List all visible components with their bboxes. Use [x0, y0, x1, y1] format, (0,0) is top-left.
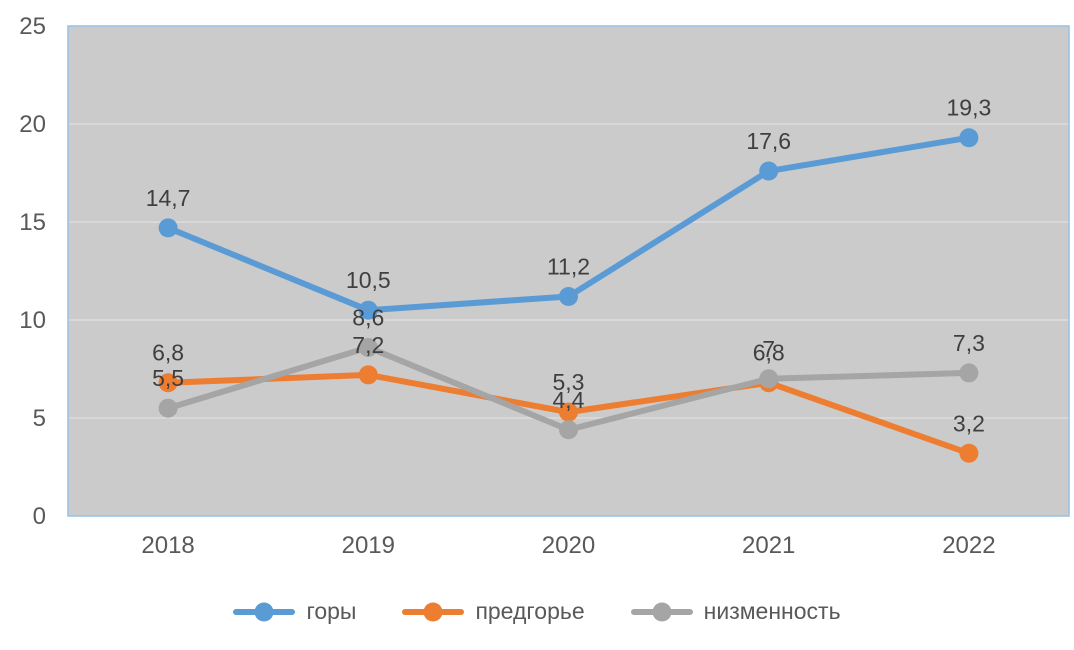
y-tick-label: 0 — [33, 503, 46, 530]
legend-label-1: предгорье — [475, 598, 585, 624]
legend-item-2: низменность — [630, 598, 841, 625]
data-point-2-1 — [358, 337, 378, 357]
data-point-1-0 — [158, 373, 178, 393]
y-tick-label: 20 — [19, 111, 46, 138]
data-label-1-0: 6,8 — [152, 340, 184, 366]
data-label-0-3: 17,6 — [746, 128, 791, 154]
data-point-1-4 — [959, 443, 979, 463]
x-tick-label: 2022 — [942, 532, 995, 559]
data-label-2-1: 8,6 — [352, 304, 384, 330]
x-tick-label: 2020 — [542, 532, 595, 559]
y-tick-label: 25 — [19, 13, 46, 40]
legend-label-0: горы — [306, 598, 357, 624]
legend-label-2: низменность — [703, 598, 841, 624]
legend-line-marker-icon — [630, 602, 693, 621]
plot-border — [67, 25, 1070, 517]
legend-dot-icon — [652, 602, 672, 621]
legend-line-marker-icon — [402, 602, 465, 621]
legend-dot-icon — [423, 602, 443, 621]
data-point-1-2 — [559, 402, 578, 422]
data-label-0-0: 14,7 — [146, 185, 191, 211]
data-point-0-1 — [358, 300, 378, 320]
data-label-2-2: 4,4 — [553, 387, 585, 413]
data-label-1-3: 6,8 — [753, 340, 785, 366]
x-tick-label: 2021 — [742, 532, 795, 559]
legend-dot-icon — [254, 602, 274, 621]
data-point-0-4 — [959, 128, 979, 148]
x-tick-label: 2018 — [141, 532, 194, 559]
data-label-0-1: 10,5 — [346, 267, 391, 293]
legend-item-1: предгорье — [402, 598, 585, 625]
data-point-0-0 — [158, 218, 178, 238]
data-label-2-0: 5,5 — [152, 365, 184, 391]
data-label-1-2: 5,3 — [553, 369, 585, 395]
data-label-2-3: 7 — [762, 336, 775, 362]
data-label-1-4: 3,2 — [953, 410, 985, 436]
y-tick-label: 15 — [19, 209, 46, 236]
data-point-1-1 — [358, 365, 378, 385]
y-tick-label: 5 — [33, 405, 46, 432]
data-label-0-2: 11,2 — [547, 253, 590, 279]
data-point-2-2 — [559, 420, 578, 440]
data-point-2-0 — [158, 398, 178, 418]
y-tick-label: 10 — [19, 307, 46, 334]
data-point-0-2 — [559, 286, 578, 306]
legend-line-marker-icon — [233, 602, 296, 621]
x-tick-label: 2019 — [342, 532, 395, 559]
chart-legend: горы предгорье низменность — [0, 598, 1074, 625]
data-label-2-4: 7,3 — [953, 330, 985, 356]
data-point-2-3 — [759, 369, 779, 389]
data-point-2-4 — [959, 363, 979, 383]
legend-item-0: горы — [233, 598, 356, 625]
data-point-0-3 — [759, 161, 779, 181]
data-label-0-4: 19,3 — [947, 95, 992, 121]
data-label-1-1: 7,2 — [352, 332, 384, 358]
